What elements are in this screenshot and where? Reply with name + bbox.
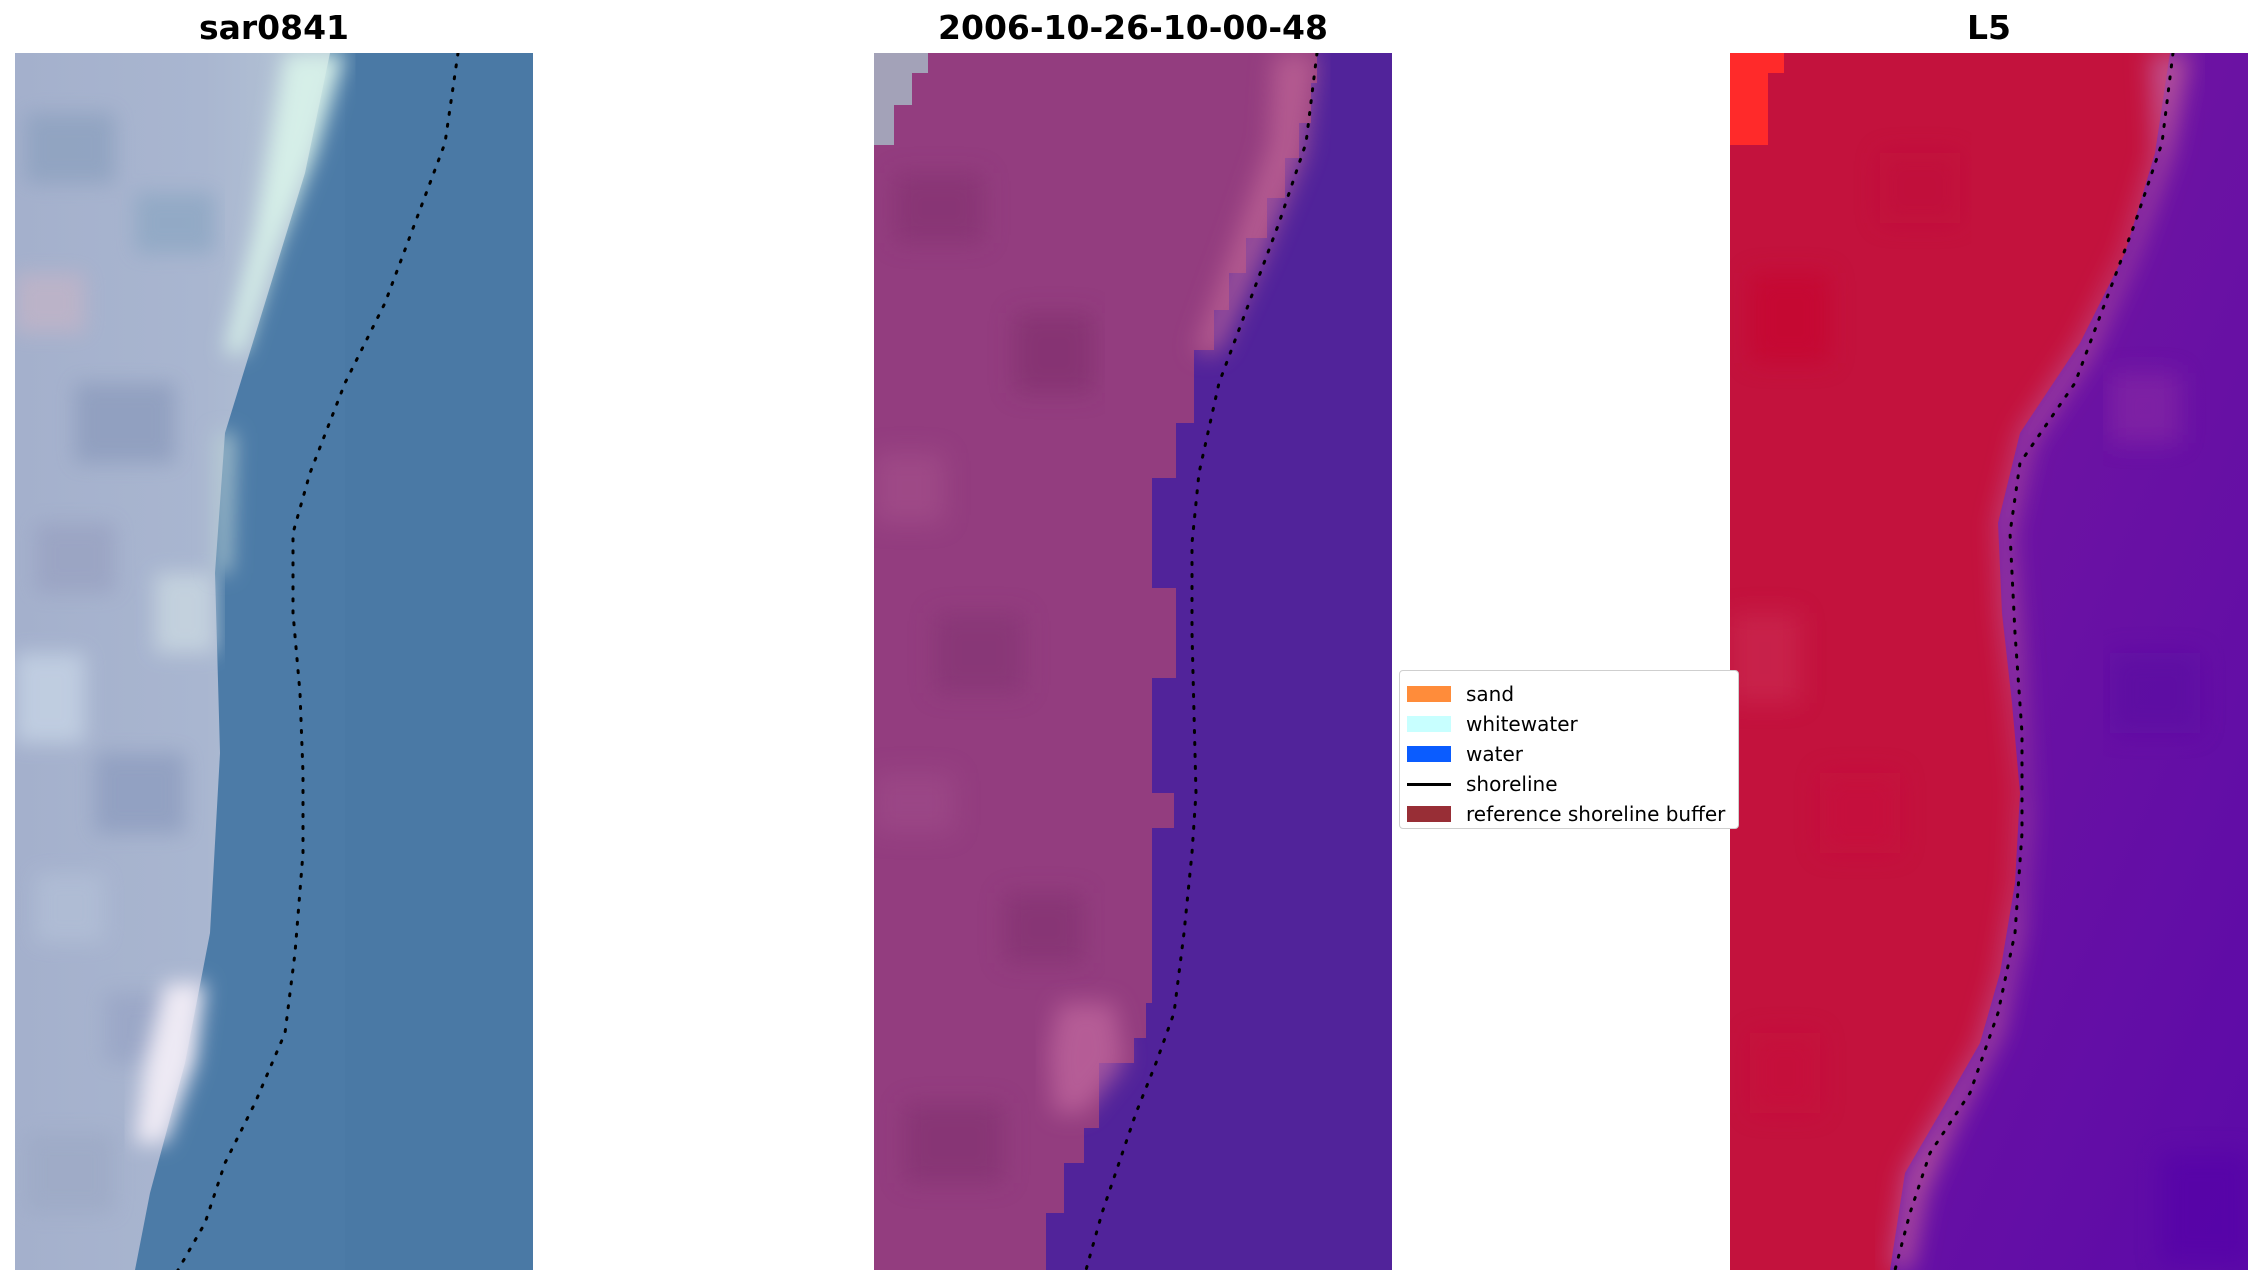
classified-image-panel [874, 53, 1392, 1270]
panel-title-middle: 2006-10-26-10-00-48 [938, 8, 1328, 47]
legend-label: whitewater [1466, 712, 1578, 736]
classified-image [874, 53, 1392, 1270]
legend-label: reference shoreline buffer [1466, 802, 1726, 826]
rgb-image-panel [15, 53, 533, 1270]
legend-label: shoreline [1466, 772, 1558, 796]
reference-buffer-swatch [1407, 806, 1451, 822]
legend-item-reference-shoreline-buffer: reference shoreline buffer [1407, 799, 1726, 828]
whitewater-swatch [1407, 716, 1451, 732]
legend-label: sand [1466, 682, 1515, 706]
shoreline-line-swatch [1407, 782, 1451, 786]
sand-swatch [1407, 686, 1451, 702]
water-swatch [1407, 746, 1451, 762]
legend-label: water [1466, 742, 1523, 766]
panel-title-right: L5 [1967, 8, 2011, 47]
legend: sand whitewater water shoreline referenc… [1399, 670, 1739, 829]
legend-item-shoreline: shoreline [1407, 769, 1558, 799]
panel-title-left: sar0841 [198, 8, 350, 47]
legend-item-water: water [1407, 739, 1523, 769]
index-image-panel [1730, 53, 2248, 1270]
legend-item-whitewater: whitewater [1407, 709, 1578, 739]
rgb-image [15, 53, 533, 1270]
index-image [1730, 53, 2248, 1270]
legend-item-sand: sand [1407, 679, 1514, 709]
